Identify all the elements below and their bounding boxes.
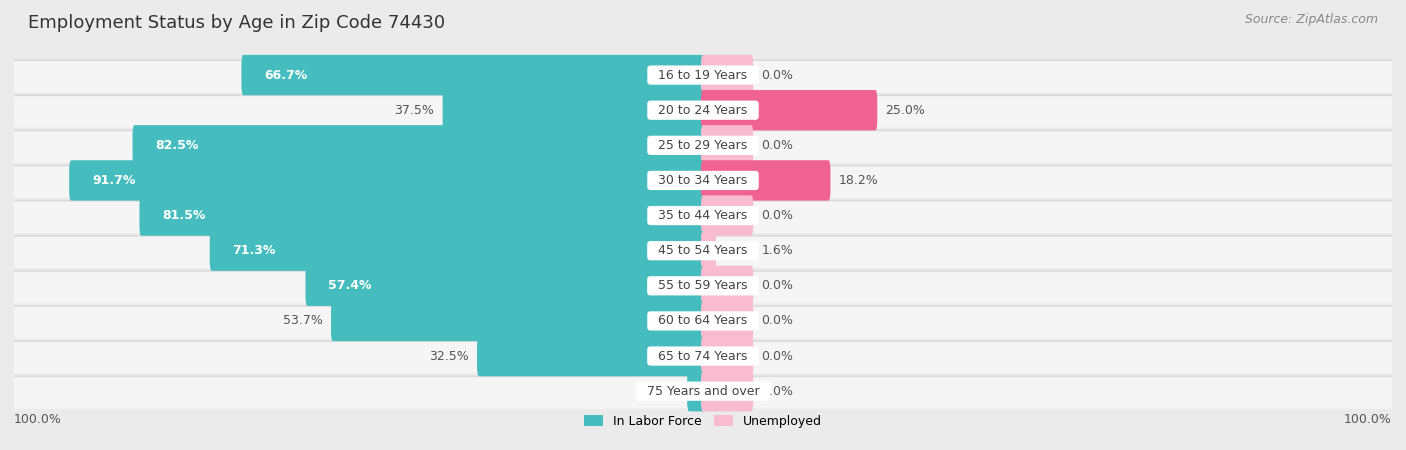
Text: 20 to 24 Years: 20 to 24 Years [651,104,755,117]
Text: 0.0%: 0.0% [762,385,793,398]
FancyBboxPatch shape [4,94,1406,126]
FancyBboxPatch shape [330,301,704,341]
FancyBboxPatch shape [4,200,1406,231]
FancyBboxPatch shape [702,371,754,411]
FancyBboxPatch shape [477,336,704,376]
Text: 71.3%: 71.3% [232,244,276,257]
FancyBboxPatch shape [69,160,704,201]
FancyBboxPatch shape [4,235,1406,266]
Text: Employment Status by Age in Zip Code 74430: Employment Status by Age in Zip Code 744… [28,14,446,32]
FancyBboxPatch shape [0,272,1406,303]
FancyBboxPatch shape [702,266,754,306]
Text: 55 to 59 Years: 55 to 59 Years [650,279,756,292]
Text: 82.5%: 82.5% [155,139,198,152]
Text: 0.0%: 0.0% [762,315,793,328]
FancyBboxPatch shape [4,270,1406,302]
FancyBboxPatch shape [4,130,1406,161]
FancyBboxPatch shape [0,166,1406,198]
Text: Source: ZipAtlas.com: Source: ZipAtlas.com [1244,14,1378,27]
Text: 37.5%: 37.5% [395,104,434,117]
FancyBboxPatch shape [139,195,704,236]
FancyBboxPatch shape [242,55,704,95]
Text: 75 Years and over: 75 Years and over [638,385,768,398]
Text: 60 to 64 Years: 60 to 64 Years [651,315,755,328]
FancyBboxPatch shape [702,90,877,130]
FancyBboxPatch shape [4,305,1406,337]
FancyBboxPatch shape [702,230,716,271]
FancyBboxPatch shape [4,165,1406,196]
Text: 0.0%: 0.0% [762,350,793,363]
FancyBboxPatch shape [443,90,704,130]
FancyBboxPatch shape [702,195,754,236]
FancyBboxPatch shape [209,230,704,271]
FancyBboxPatch shape [0,96,1406,128]
FancyBboxPatch shape [688,371,704,411]
Text: 16 to 19 Years: 16 to 19 Years [651,68,755,81]
FancyBboxPatch shape [702,160,831,201]
FancyBboxPatch shape [4,59,1406,91]
FancyBboxPatch shape [0,131,1406,163]
FancyBboxPatch shape [702,336,754,376]
FancyBboxPatch shape [702,55,754,95]
Text: 0.0%: 0.0% [762,68,793,81]
Text: 18.2%: 18.2% [839,174,879,187]
FancyBboxPatch shape [132,125,704,166]
FancyBboxPatch shape [0,61,1406,93]
FancyBboxPatch shape [702,301,754,341]
Text: 65 to 74 Years: 65 to 74 Years [651,350,755,363]
FancyBboxPatch shape [0,237,1406,268]
Text: 35 to 44 Years: 35 to 44 Years [651,209,755,222]
Text: 0.0%: 0.0% [762,279,793,292]
Text: 66.7%: 66.7% [264,68,308,81]
Text: 53.7%: 53.7% [283,315,323,328]
Text: 100.0%: 100.0% [1344,413,1392,426]
Text: 45 to 54 Years: 45 to 54 Years [651,244,755,257]
FancyBboxPatch shape [0,307,1406,338]
FancyBboxPatch shape [4,340,1406,372]
Text: 0.0%: 0.0% [762,139,793,152]
Text: 1.6%: 1.6% [762,244,793,257]
FancyBboxPatch shape [305,266,704,306]
Text: 57.4%: 57.4% [328,279,371,292]
FancyBboxPatch shape [702,125,754,166]
FancyBboxPatch shape [0,342,1406,374]
Legend: In Labor Force, Unemployed: In Labor Force, Unemployed [579,410,827,433]
Text: 0.0%: 0.0% [762,209,793,222]
Text: 25.0%: 25.0% [886,104,925,117]
Text: 2.0%: 2.0% [647,385,679,398]
Text: 100.0%: 100.0% [14,413,62,426]
FancyBboxPatch shape [4,375,1406,407]
Text: 32.5%: 32.5% [429,350,468,363]
FancyBboxPatch shape [0,377,1406,409]
Text: 81.5%: 81.5% [162,209,205,222]
FancyBboxPatch shape [0,202,1406,233]
Text: 30 to 34 Years: 30 to 34 Years [651,174,755,187]
Text: 25 to 29 Years: 25 to 29 Years [651,139,755,152]
Text: 91.7%: 91.7% [91,174,135,187]
